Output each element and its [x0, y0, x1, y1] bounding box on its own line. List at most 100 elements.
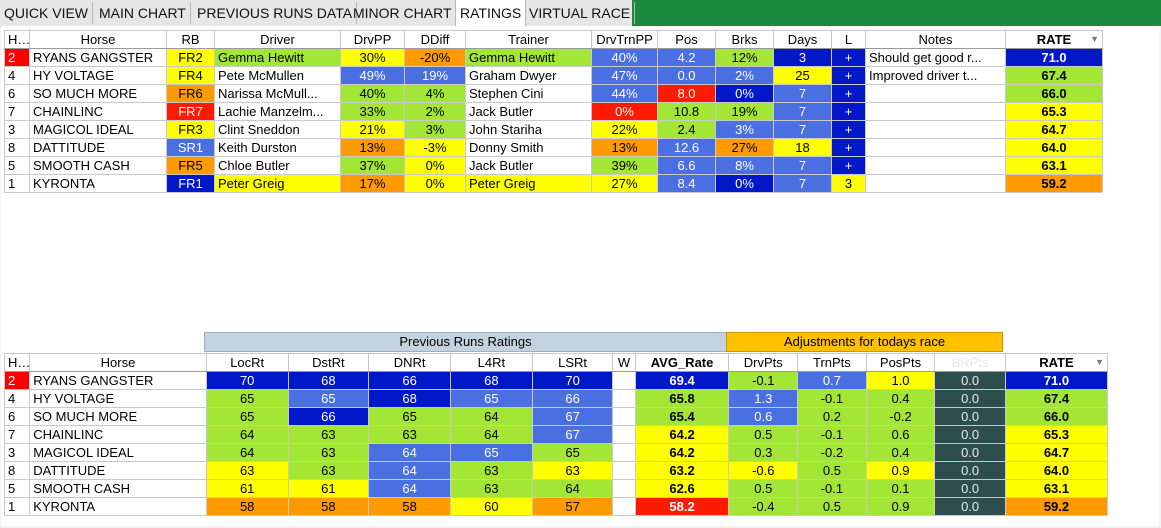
cell-pospts[interactable]: 0.6 [865, 425, 936, 444]
cell-driver[interactable]: Peter Greig [214, 174, 341, 193]
cell-pospts[interactable]: -0.2 [865, 407, 936, 426]
cell-l4rt[interactable]: 64 [450, 425, 533, 444]
cell-dnrt[interactable]: 68 [368, 389, 451, 408]
cell-hn[interactable]: 1 [3, 497, 31, 516]
cell-trnpts[interactable]: 0.5 [797, 497, 867, 516]
cell-rate[interactable]: 63.1 [1004, 479, 1109, 498]
cell-trnpts[interactable]: 0.7 [797, 371, 867, 390]
cell-hn[interactable]: 4 [3, 389, 31, 408]
cell-pos[interactable]: 0.0 [657, 66, 716, 85]
col-rb[interactable]: RB [166, 30, 215, 49]
cell-trainer[interactable]: Donny Smith [465, 138, 592, 157]
cell-locrt[interactable]: 65 [205, 389, 289, 408]
cell-ddiff[interactable]: -3% [404, 138, 466, 157]
tab-ratings[interactable]: RATINGS [455, 0, 527, 26]
col-notes[interactable]: Notes [865, 30, 1006, 49]
cell-ddiff[interactable]: 2% [404, 102, 466, 121]
col-ddiff[interactable]: DDiff [404, 30, 466, 49]
table-row[interactable]: 2 RYANS GANGSTER 70 68 66 68 70 69.4 -0.… [3, 371, 1109, 390]
cell-drvpts[interactable]: 0.5 [728, 425, 799, 444]
cell-w[interactable] [612, 479, 636, 498]
cell-horse[interactable]: SMOOTH CASH [29, 156, 167, 175]
cell-hn[interactable]: 7 [4, 102, 30, 121]
col-dnrt[interactable]: DNRt [368, 353, 451, 372]
cell-driver[interactable]: Keith Durston [214, 138, 341, 157]
cell-notes[interactable] [865, 138, 1006, 157]
cell-drvtrnpp[interactable]: 13% [591, 138, 658, 157]
cell-dnrt[interactable]: 64 [368, 479, 451, 498]
col-pospts[interactable]: PosPts [865, 353, 936, 372]
cell-pospts[interactable]: 0.9 [865, 497, 936, 516]
cell-drvtrnpp[interactable]: 27% [591, 174, 658, 193]
cell-ddiff[interactable]: -20% [404, 48, 466, 67]
col-trnpts[interactable]: TrnPts [797, 353, 867, 372]
cell-days[interactable]: 7 [773, 156, 832, 175]
cell-days[interactable]: 7 [773, 174, 832, 193]
col-drvpts[interactable]: DrvPts [728, 353, 799, 372]
cell-w[interactable] [612, 443, 636, 462]
cell-brks[interactable]: 8% [715, 156, 774, 175]
cell-l[interactable]: + [831, 120, 866, 139]
cell-rb[interactable]: FR7 [166, 102, 215, 121]
cell-rate[interactable]: 67.4 [1005, 66, 1103, 85]
cell-rb[interactable]: FR6 [166, 84, 215, 103]
cell-brks[interactable]: 27% [715, 138, 774, 157]
cell-lsrt[interactable]: 65 [531, 443, 614, 462]
cell-trnpts[interactable]: 0.2 [797, 407, 867, 426]
cell-hn[interactable]: 5 [3, 479, 31, 498]
cell-notes[interactable] [865, 102, 1006, 121]
cell-lsrt[interactable]: 66 [531, 389, 614, 408]
cell-locrt[interactable]: 65 [205, 407, 289, 426]
cell-driver[interactable]: Pete McMullen [214, 66, 341, 85]
cell-trnpts[interactable]: -0.1 [797, 425, 867, 444]
cell-w[interactable] [612, 407, 636, 426]
cell-notes[interactable]: Should get good r... [865, 48, 1006, 67]
cell-rb[interactable]: FR3 [166, 120, 215, 139]
cell-horse[interactable]: CHAINLINC [29, 425, 207, 444]
cell-avg-rate[interactable]: 62.6 [634, 479, 730, 498]
cell-avg-rate[interactable]: 65.4 [634, 407, 730, 426]
cell-lsrt[interactable]: 64 [531, 479, 614, 498]
cell-brpts[interactable]: 0.0 [934, 479, 1006, 498]
tab-quick-view[interactable]: QUICK VIEW [0, 2, 94, 24]
cell-driver[interactable]: Clint Sneddon [214, 120, 341, 139]
cell-ddiff[interactable]: 3% [404, 120, 466, 139]
col-horse[interactable]: Horse [29, 353, 207, 372]
cell-trainer[interactable]: Jack Butler [465, 156, 592, 175]
cell-days[interactable]: 7 [773, 120, 832, 139]
cell-l4rt[interactable]: 68 [450, 371, 533, 390]
col-drvpp[interactable]: DrvPP [340, 30, 405, 49]
cell-pospts[interactable]: 0.1 [865, 479, 936, 498]
cell-notes[interactable]: Improved driver t... [865, 66, 1006, 85]
cell-l4rt[interactable]: 60 [450, 497, 533, 516]
cell-rate[interactable]: 66.0 [1004, 407, 1109, 426]
cell-hn[interactable]: 3 [4, 120, 30, 139]
cell-drvpp[interactable]: 40% [340, 84, 405, 103]
cell-pos[interactable]: 4.2 [657, 48, 716, 67]
cell-horse[interactable]: KYRONTA [29, 174, 167, 193]
col-drvtrnpp[interactable]: DrvTrnPP [591, 30, 658, 49]
cell-hn[interactable]: 4 [4, 66, 30, 85]
cell-w[interactable] [612, 389, 636, 408]
table-row[interactable]: 7 CHAINLINC 64 63 63 64 67 64.2 0.5 -0.1… [3, 425, 1109, 444]
table-row[interactable]: 6 SO MUCH MORE FR6 Narissa McMull... 40%… [4, 84, 1103, 103]
cell-avg-rate[interactable]: 58.2 [634, 497, 730, 516]
col-dstrt[interactable]: DstRt [287, 353, 370, 372]
cell-days[interactable]: 3 [773, 48, 832, 67]
cell-drvpts[interactable]: -0.6 [728, 461, 799, 480]
cell-avg-rate[interactable]: 64.2 [634, 443, 730, 462]
cell-dstrt[interactable]: 63 [287, 461, 370, 480]
cell-rb[interactable]: FR5 [166, 156, 215, 175]
cell-avg-rate[interactable]: 65.8 [634, 389, 730, 408]
cell-brpts[interactable]: 0.0 [934, 425, 1006, 444]
cell-dstrt[interactable]: 61 [287, 479, 370, 498]
cell-brks[interactable]: 19% [715, 102, 774, 121]
cell-rb[interactable]: FR2 [166, 48, 215, 67]
cell-drvpp[interactable]: 17% [340, 174, 405, 193]
cell-trainer[interactable]: Peter Greig [465, 174, 592, 193]
cell-horse[interactable]: HY VOLTAGE [29, 66, 167, 85]
cell-dnrt[interactable]: 64 [368, 461, 451, 480]
cell-brpts[interactable]: 0.0 [934, 461, 1006, 480]
cell-rate[interactable]: 64.0 [1005, 138, 1103, 157]
col-avg-rate[interactable]: AVG_Rate [634, 353, 730, 372]
